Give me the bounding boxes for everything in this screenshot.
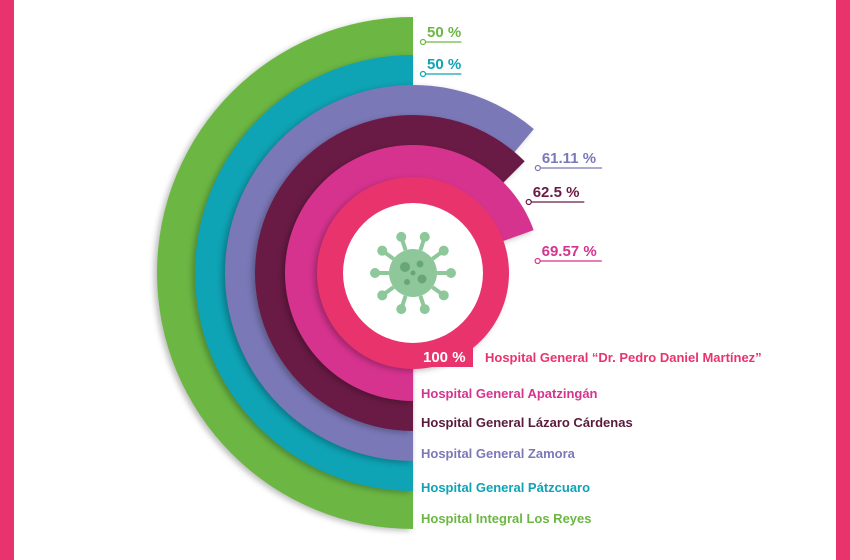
value-label-4: 61.11 % <box>542 150 596 167</box>
category-label-2: Hospital General Apatzingán <box>421 386 598 401</box>
category-label-1: Hospital General “Dr. Pedro Daniel Martí… <box>485 350 762 365</box>
category-label-5: Hospital General Pátzcuaro <box>421 480 590 495</box>
value-label-dot <box>525 198 532 206</box>
value-label-band <box>413 345 473 367</box>
value-label-5: 50 % <box>427 56 461 73</box>
value-label-dot <box>534 257 541 265</box>
category-label-3: Hospital General Lázaro Cárdenas <box>421 415 633 430</box>
category-label-4: Hospital General Zamora <box>421 446 576 461</box>
category-label-6: Hospital Integral Los Reyes <box>421 511 592 526</box>
frame-right-border <box>836 0 850 560</box>
value-label-3: 62.5 % <box>533 184 580 201</box>
frame-left-border <box>0 0 14 560</box>
value-label-2: 69.57 % <box>542 243 597 260</box>
value-label-dot <box>419 38 427 46</box>
value-label-6: 50 % <box>427 24 461 41</box>
value-label-dot <box>419 70 427 78</box>
value-label-dot <box>534 164 541 172</box>
virus-icon <box>370 231 456 315</box>
value-label-1: 100 % <box>423 349 466 366</box>
